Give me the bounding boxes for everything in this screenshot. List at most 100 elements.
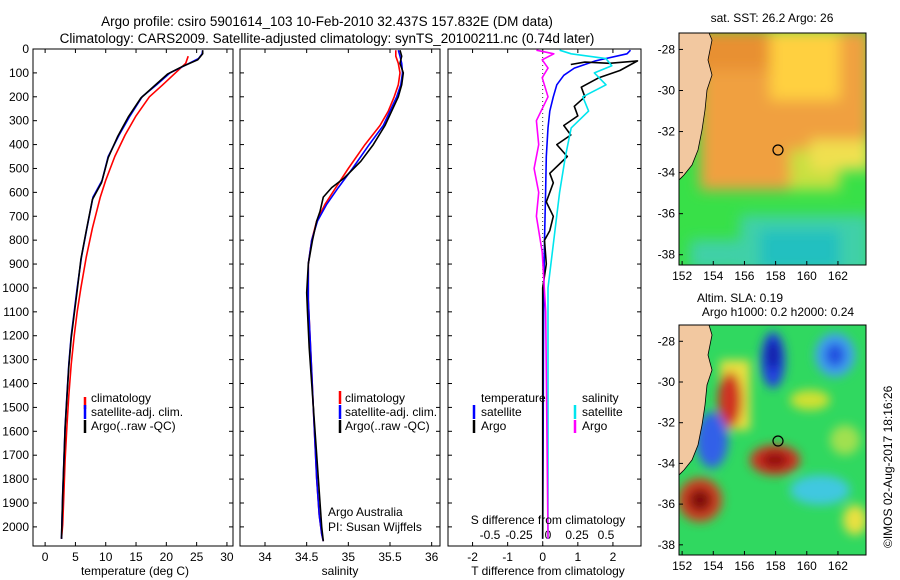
ytick-label: 1900 [2, 496, 29, 510]
sla-map-frame [678, 324, 867, 556]
map-ytick-label: -38 [658, 538, 676, 552]
xtick-label: -2 [467, 550, 478, 564]
xtick-label: 34.5 [295, 550, 319, 564]
map-ytick-label: -30 [658, 83, 676, 97]
sst-marker [772, 144, 784, 156]
difference-xlabel-t: T difference from climatology [471, 564, 625, 578]
map-ytick-label: -36 [658, 497, 676, 511]
ytick-label: 200 [9, 90, 29, 104]
difference-legend-sal-title: salinity [582, 391, 619, 405]
figure-title-line2: Climatology: CARS2009. Satellite-adjuste… [60, 31, 595, 46]
xtick-label: 35 [342, 550, 356, 564]
ytick-label: 1100 [3, 305, 29, 319]
map-ytick-label: -28 [658, 42, 676, 56]
map-xtick-label: 162 [828, 559, 848, 573]
map-xtick-label: 160 [797, 559, 817, 573]
temperature-legend-argo: Argo(..raw -QC) [91, 419, 176, 433]
map-xtick-label: 154 [703, 559, 723, 573]
series-line [541, 60, 639, 539]
map-xtick-label: 156 [734, 269, 754, 283]
map-ytick-label: -38 [658, 248, 676, 262]
difference-legend: temperature satellite Argo salinity sate… [472, 391, 623, 433]
xtick-s-label: -0.5 [480, 528, 501, 542]
ytick-label: 1600 [2, 424, 29, 438]
sla-map: Altim. SLA: 0.19 Argo h1000: 0.2 h2000: … [658, 291, 867, 573]
sst-map-ticks: 152 154 156 158 160 162 -28 -30 -32 -34 -36 -38 [658, 42, 849, 283]
ytick-label: 1700 [2, 448, 29, 462]
map-ytick-label: -32 [658, 125, 676, 139]
xtick-label: -1 [502, 550, 513, 564]
series-line [541, 49, 632, 539]
map-xtick-label: 152 [672, 269, 692, 283]
temperature-ticks: 0100200300400500600700800900100011001200… [2, 42, 234, 564]
sst-map: sat. SST: 26.2 Argo: 26 152 154 156 158 160 1… [658, 11, 867, 283]
xtick-s-label: 0.25 [565, 528, 589, 542]
difference-legend-sal-argo: Argo [582, 419, 608, 433]
difference-legend-sal-satellite: satellite [582, 405, 623, 419]
credit-text: ©IMOS 02-Aug-2017 18:16:26 [881, 385, 895, 548]
ytick-label: 1000 [2, 281, 29, 295]
temperature-legend: climatology satellite-adj. clim. Argo(..… [83, 391, 183, 433]
xtick-label: 5 [72, 550, 79, 564]
xtick-label: 20 [160, 550, 174, 564]
ytick-label: 1400 [2, 377, 29, 391]
ytick-label: 1500 [2, 400, 29, 414]
map-ytick-label: -28 [658, 334, 676, 348]
series-line [307, 49, 404, 542]
map-ytick-label: -34 [658, 166, 676, 180]
map-xtick-label: 152 [672, 559, 692, 573]
ytick-label: 1300 [2, 353, 29, 367]
map-ytick-label: -32 [658, 416, 676, 430]
map-ytick-label: -30 [658, 375, 676, 389]
ytick-label: 100 [9, 66, 29, 80]
sla-map-title-line1: Altim. SLA: 0.19 [697, 291, 783, 305]
difference-lines [533, 49, 639, 539]
temperature-panel: 0100200300400500600700800900100011001200… [2, 42, 234, 578]
xtick-label: 2 [610, 550, 617, 564]
xtick-label: 30 [220, 550, 234, 564]
salinity-ticks: 34 34.5 35 35.5 36 [240, 48, 440, 564]
sla-map-title-line2: Argo h1000: 0.2 h2000: 0.24 [702, 305, 854, 319]
ytick-label: 1200 [2, 329, 29, 343]
xtick-label: 0 [42, 550, 49, 564]
figure-title-line1: Argo profile: csiro 5901614_103 10-Feb-2… [101, 14, 553, 29]
sla-map-ticks: 152 154 156 158 160 162 -28 -30 -32 -34 -36 -38 [658, 334, 849, 573]
difference-panel: -2 -1 0 1 2-0.5 -0.25 0 0.25 0.5 T difference fr… [447, 48, 642, 578]
xtick-label: 36 [425, 550, 439, 564]
salinity-panel: 34 34.5 35 35.5 36 salinity climatology sate… [239, 48, 441, 578]
xtick-s-label: 0.5 [598, 528, 615, 542]
sst-map-frame [678, 32, 867, 266]
salinity-lines [305, 49, 405, 542]
map-xtick-label: 160 [797, 269, 817, 283]
xtick-label: 10 [99, 550, 113, 564]
series-line [533, 49, 555, 539]
xtick-label: 25 [190, 550, 204, 564]
ytick-label: 600 [9, 185, 29, 199]
ytick-label: 300 [9, 114, 29, 128]
temperature-xlabel: temperature (deg C) [81, 564, 189, 578]
salinity-annotation-line1: Argo Australia [328, 505, 403, 519]
temperature-plot-frame [32, 48, 234, 547]
xtick-label: 1 [574, 550, 581, 564]
salinity-legend: climatology satellite-adj. clim. Argo(..… [338, 391, 437, 433]
temperature-legend-satellite: satellite-adj. clim. [91, 405, 183, 419]
map-xtick-label: 158 [766, 269, 786, 283]
salinity-legend-argo: Argo(..raw -QC) [345, 419, 430, 433]
sst-map-title: sat. SST: 26.2 Argo: 26 [711, 11, 834, 25]
xtick-s-label: -0.25 [505, 528, 533, 542]
map-xtick-label: 162 [828, 269, 848, 283]
difference-xlabel-s: S difference from climatology [471, 513, 626, 527]
salinity-legend-climatology: climatology [345, 391, 405, 405]
ytick-label: 1800 [2, 472, 29, 486]
ytick-label: 0 [22, 42, 29, 56]
xtick-label: 35.5 [378, 550, 402, 564]
salinity-plot-frame [239, 48, 441, 547]
map-ytick-label: -34 [658, 456, 676, 470]
series-line [547, 49, 613, 539]
map-ytick-label: -36 [658, 207, 676, 221]
ytick-label: 900 [9, 257, 29, 271]
map-xtick-label: 158 [766, 559, 786, 573]
salinity-xlabel: salinity [322, 564, 359, 578]
sla-marker [772, 435, 784, 447]
